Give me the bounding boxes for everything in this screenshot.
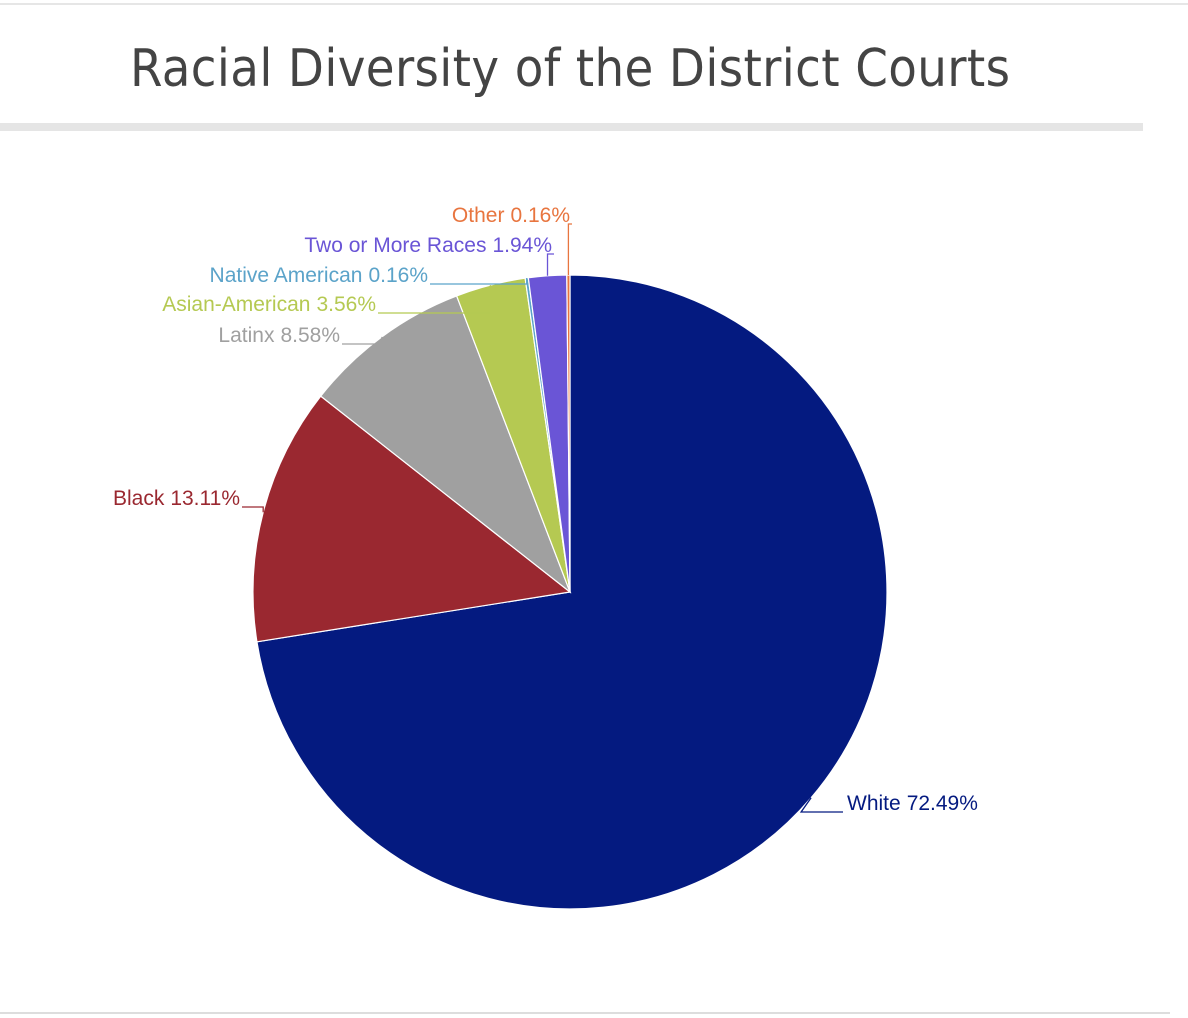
leader-line — [567, 223, 572, 276]
leader-line — [378, 285, 492, 314]
slice-label: Latinx 8.58% — [218, 324, 340, 347]
slice-label-value: 13.11% — [170, 487, 240, 510]
slice-label: Two or More Races 1.94% — [304, 234, 552, 257]
slice-label-name: Latinx — [218, 324, 275, 347]
title-divider — [0, 123, 1143, 131]
leader-line — [430, 277, 528, 285]
slice-label-name: Native American — [210, 264, 363, 287]
leader-line — [342, 336, 383, 345]
slice-label-name: Other — [452, 204, 505, 227]
pie-slice — [319, 295, 572, 594]
slice-label-name: Asian-American — [162, 293, 310, 316]
slice-label-value: 0.16% — [368, 264, 428, 287]
slice-label: Other 0.16% — [452, 204, 570, 227]
slice-label: Asian-American 3.56% — [162, 293, 376, 316]
slice-label-name: Black — [113, 487, 165, 510]
slice-label-value: 72.49% — [907, 792, 978, 815]
leader-line — [242, 506, 264, 513]
leader-line — [546, 253, 554, 276]
slice-label-value: 1.94% — [492, 234, 552, 257]
chart-title: Racial Diversity of the District Courts — [130, 39, 1010, 99]
slice-label: White 72.49% — [847, 792, 978, 815]
slice-label-value: 0.16% — [510, 204, 570, 227]
slice-label-name: White — [847, 792, 901, 815]
slice-label-name: Two or More Races — [304, 234, 486, 257]
slice-label: Native American 0.16% — [210, 264, 428, 287]
leader-line — [799, 797, 843, 813]
slice-label: Black 13.11% — [113, 487, 240, 510]
pie: White 72.49% Black 13.11% Latinx 8.58% Asian-A… — [113, 204, 978, 910]
slice-label-value: 3.56% — [316, 293, 376, 316]
slice-label-value: 8.58% — [280, 324, 340, 347]
